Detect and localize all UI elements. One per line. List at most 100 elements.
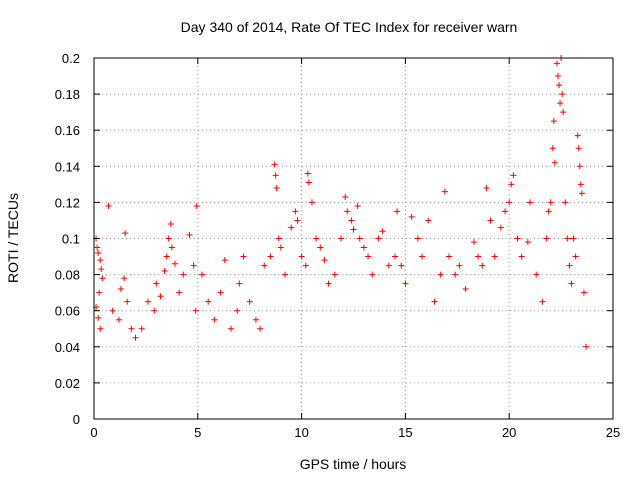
data-point: [288, 224, 295, 231]
data-point: [176, 289, 183, 296]
data-point: [331, 271, 338, 278]
data-point: [192, 307, 199, 314]
data-point: [138, 325, 145, 332]
data-point: [124, 298, 131, 305]
data-point: [354, 203, 361, 210]
data-point: [431, 298, 438, 305]
data-point: [508, 181, 515, 188]
data-point: [547, 199, 554, 206]
data-point: [236, 280, 243, 287]
data-point: [462, 286, 469, 293]
data-point: [419, 253, 426, 260]
data-point: [379, 228, 386, 235]
x-tick-label: 15: [398, 425, 412, 440]
data-point: [217, 289, 224, 296]
data-point: [452, 271, 459, 278]
data-point: [168, 244, 175, 251]
data-point: [533, 271, 540, 278]
data-point: [414, 235, 421, 242]
data-point: [325, 280, 332, 287]
data-point: [221, 257, 228, 264]
data-point: [570, 235, 577, 242]
data-point: [510, 172, 517, 179]
data-point: [551, 159, 558, 166]
data-point: [167, 221, 174, 228]
data-point: [186, 231, 193, 238]
data-point: [122, 230, 129, 237]
data-point: [165, 235, 172, 242]
data-point: [105, 203, 112, 210]
data-point: [144, 298, 151, 305]
data-point: [524, 239, 531, 246]
data-point: [97, 257, 104, 264]
data-point: [99, 275, 106, 282]
x-tick-label: 25: [606, 425, 620, 440]
data-point: [441, 188, 448, 195]
data-point: [117, 286, 124, 293]
data-point: [151, 307, 158, 314]
data-point: [566, 262, 573, 269]
data-point: [375, 235, 382, 242]
data-point: [456, 262, 463, 269]
data-point: [246, 298, 253, 305]
data-point: [305, 179, 312, 186]
data-point: [275, 235, 282, 242]
data-point: [163, 253, 170, 260]
data-point: [344, 208, 351, 215]
data-point: [95, 249, 102, 256]
data-point: [577, 181, 584, 188]
data-point: [568, 280, 575, 287]
data-point: [294, 217, 301, 224]
x-tick-label: 20: [502, 425, 516, 440]
data-point: [128, 325, 135, 332]
data-point: [553, 60, 560, 67]
y-axis-label: ROTI / TECUs: [5, 193, 21, 283]
data-point: [580, 289, 587, 296]
data-point: [445, 253, 452, 260]
data-point: [96, 289, 103, 296]
data-point: [292, 208, 299, 215]
data-point: [193, 203, 200, 210]
x-axis-label: GPS time / hours: [300, 456, 407, 472]
data-point: [272, 172, 279, 179]
y-tick-label: 0.16: [55, 123, 80, 138]
data-point: [313, 235, 320, 242]
data-point: [487, 217, 494, 224]
grid-layer: [94, 58, 613, 419]
data-point: [557, 100, 564, 107]
data-point: [545, 208, 552, 215]
data-point: [408, 213, 415, 220]
data-point: [526, 199, 533, 206]
y-tick-label: 0: [73, 412, 80, 427]
data-point: [539, 298, 546, 305]
data-point: [506, 199, 513, 206]
data-point: [556, 82, 563, 89]
data-point: [234, 307, 241, 314]
data-point: [302, 262, 309, 269]
data-point: [497, 224, 504, 231]
data-point: [121, 275, 128, 282]
data-point: [550, 118, 557, 125]
y-tick-label: 0.06: [55, 304, 80, 319]
data-point: [392, 253, 399, 260]
data-point: [98, 266, 105, 273]
data-point: [365, 253, 372, 260]
data-point: [273, 184, 280, 191]
chart-title: Day 340 of 2014, Rate Of TEC Index for r…: [181, 19, 518, 35]
data-point: [518, 253, 525, 260]
data-point: [240, 253, 247, 260]
data-point: [257, 325, 264, 332]
y-tick-label: 0.2: [62, 51, 80, 66]
data-point: [560, 109, 567, 116]
data-point: [360, 244, 367, 251]
data-point: [470, 239, 477, 246]
data-point: [385, 262, 392, 269]
y-tick-label: 0.08: [55, 268, 80, 283]
data-point: [180, 271, 187, 278]
x-tick-label: 10: [294, 425, 308, 440]
data-point: [398, 262, 405, 269]
data-point: [132, 334, 139, 341]
plot-frame: [93, 57, 614, 420]
data-point: [190, 262, 197, 269]
x-tick-label: 0: [90, 425, 97, 440]
